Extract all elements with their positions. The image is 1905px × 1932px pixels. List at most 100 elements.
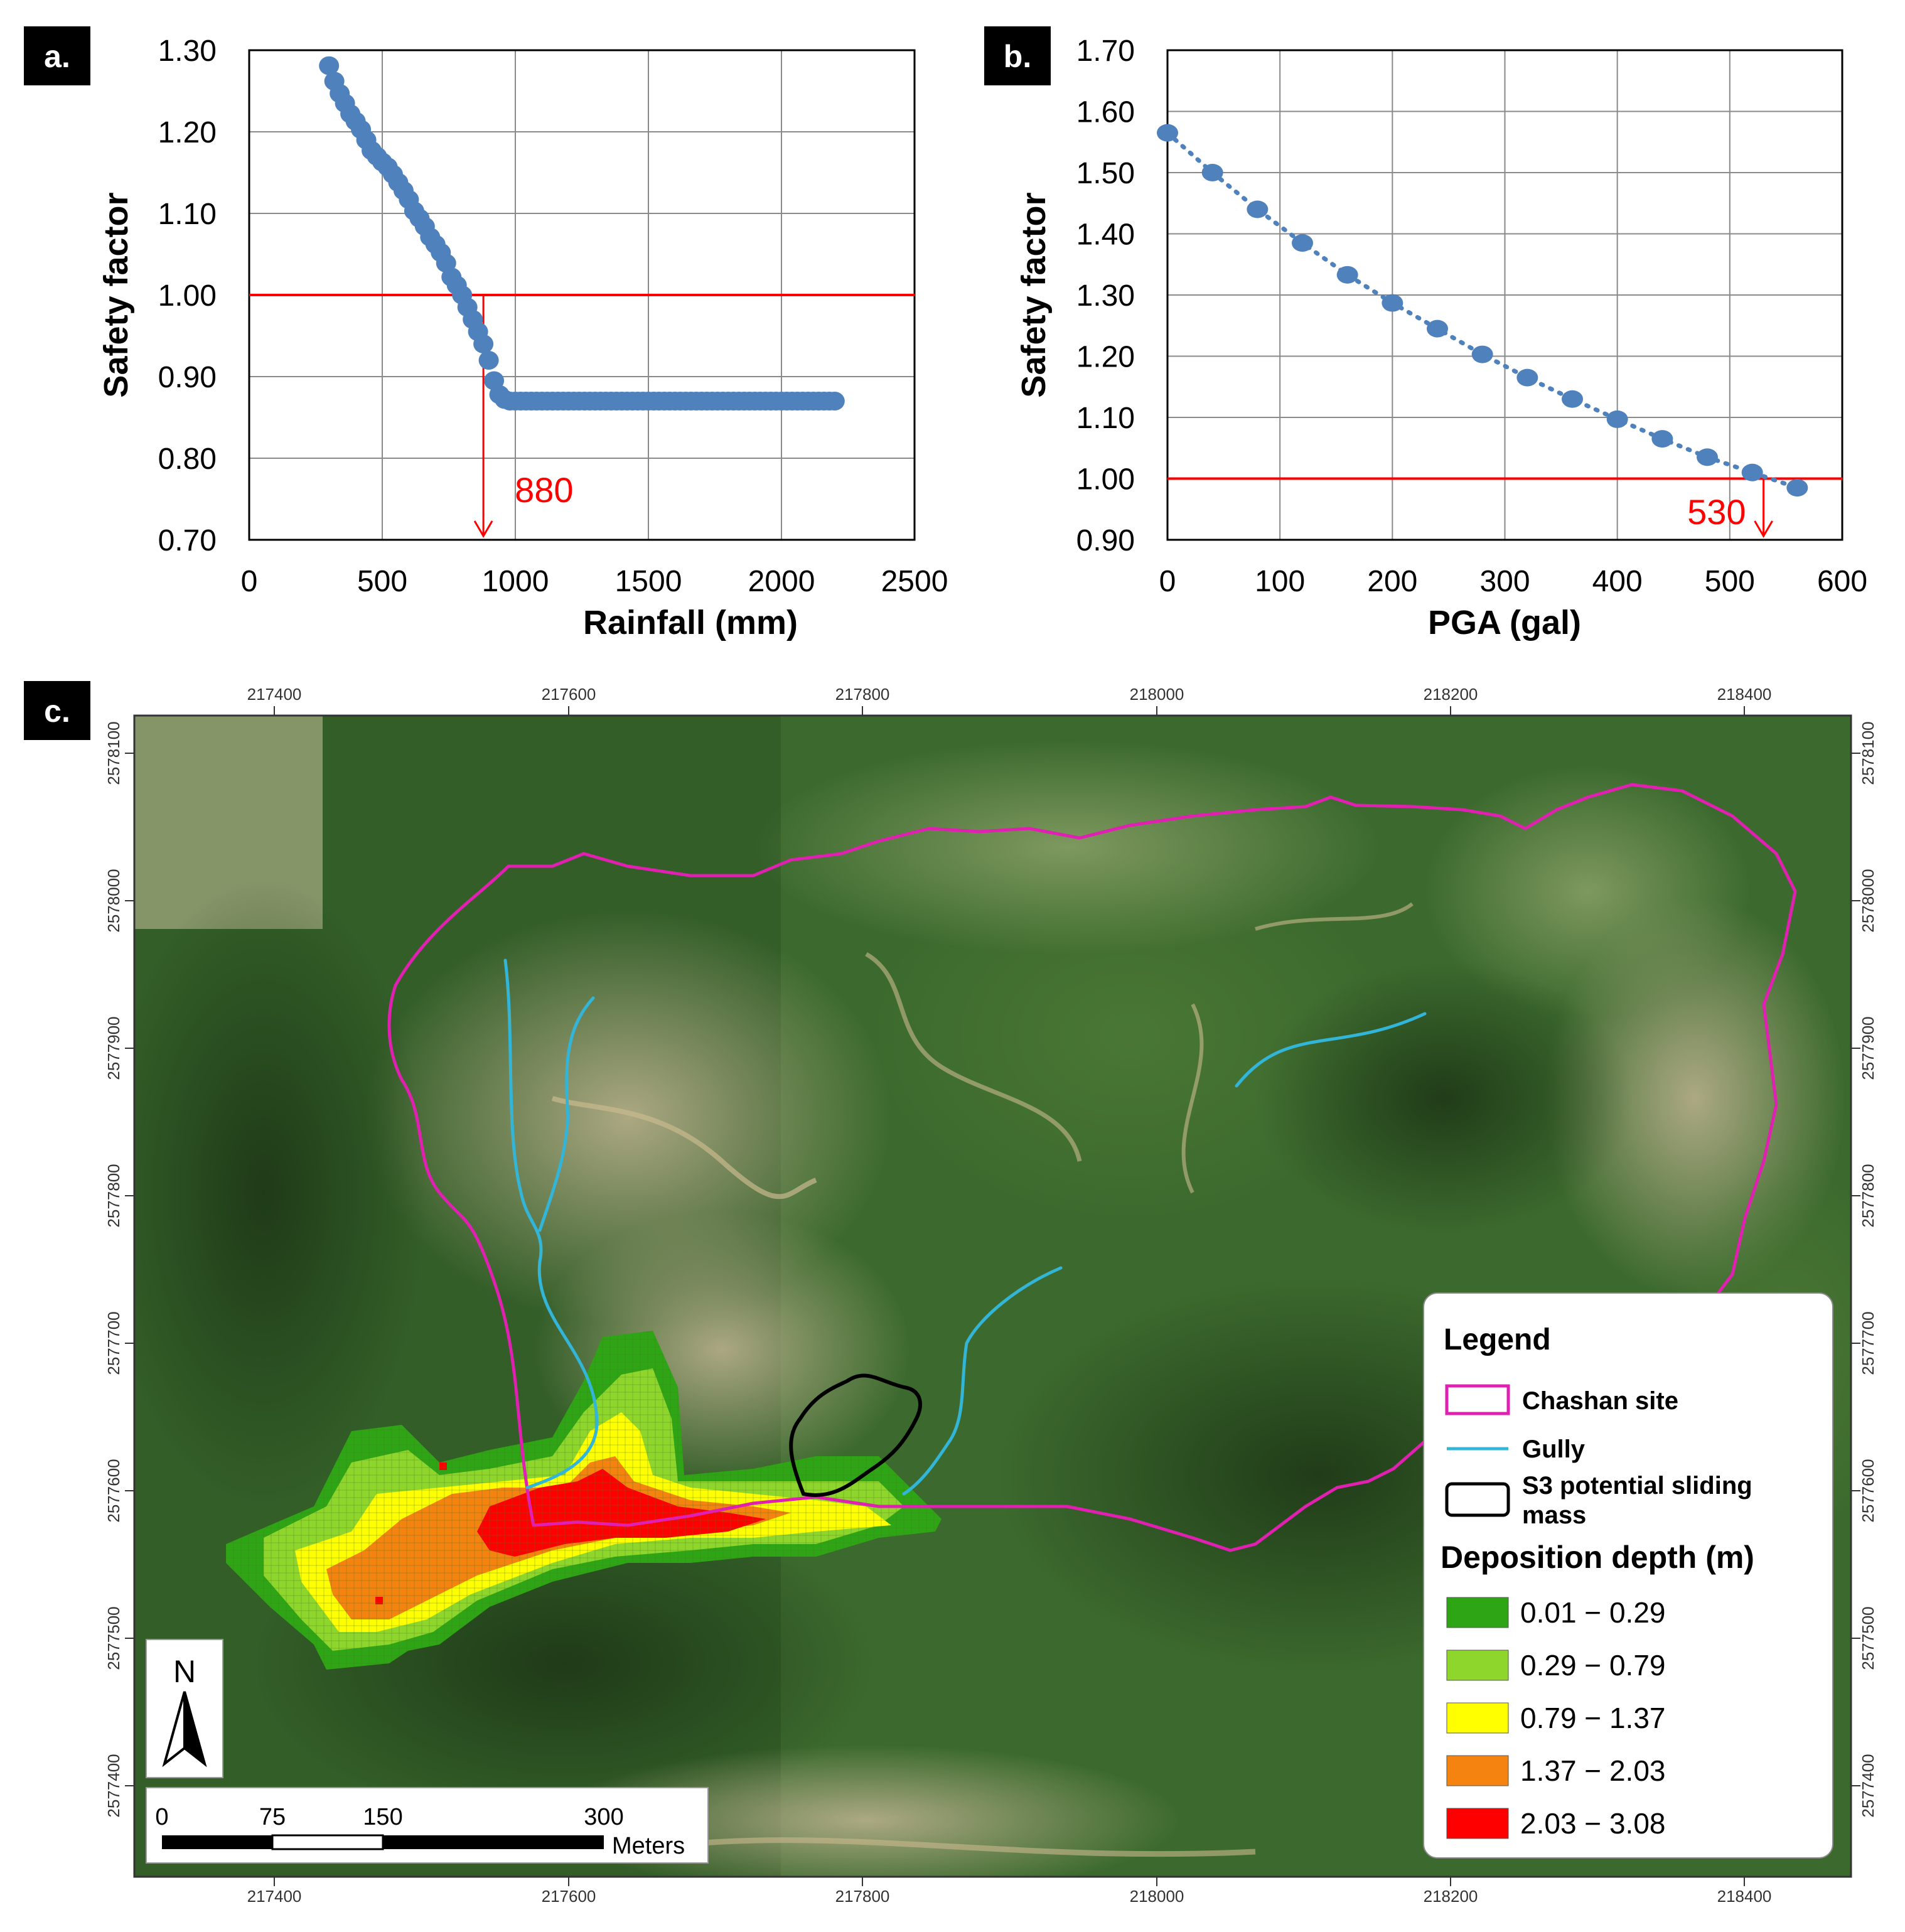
a-y-tick-label: 0.80 — [158, 443, 217, 476]
legend-depth-label: 0.29 − 0.79 — [1520, 1649, 1665, 1682]
panel-b-x-axis-label: PGA (gal) — [1428, 604, 1581, 641]
panel-b-label-box — [984, 26, 1051, 85]
b-data-point — [1427, 319, 1448, 338]
a-x-tick-label: 0 — [241, 565, 258, 598]
a-y-tick-label: 0.90 — [158, 361, 217, 394]
map-x-coordinate: 217600 — [542, 1887, 596, 1906]
legend-swatch-s3 — [1445, 1482, 1510, 1517]
panel-a-chart: a. 0.70 0.80 0.90 1.00 1.10 1.20 1.30 0 500 1000… — [24, 26, 948, 641]
scale-label: 150 — [363, 1804, 402, 1830]
b-data-point — [1382, 294, 1403, 312]
gully-line — [1235, 1012, 1427, 1088]
map-left-coordinates: 2578100 2578000 2577900 2577800 2577700 25776… — [104, 721, 134, 1818]
b-data-point — [1606, 410, 1628, 428]
legend-item-chashan: Chashan site — [1522, 1387, 1678, 1415]
a-y-tick-label: 1.00 — [158, 279, 217, 313]
legend-item-gully: Gully — [1522, 1436, 1586, 1463]
chashan-site-boundary — [387, 783, 1797, 1552]
b-y-tick-label: 1.50 — [1076, 157, 1135, 190]
b-x-tick-label: 600 — [1817, 565, 1867, 598]
panel-a-y-axis-label: Safety factor — [97, 192, 135, 397]
map-y-coordinate: 2577400 — [104, 1754, 123, 1817]
panel-b-label: b. — [1004, 39, 1031, 74]
gully-line — [538, 996, 595, 1232]
a-drop-arrow — [473, 520, 493, 538]
legend-depth-swatch — [1446, 1808, 1509, 1839]
gully-line — [503, 958, 599, 1489]
b-y-tick-label: 1.30 — [1076, 279, 1135, 313]
panel-b-x-tick-labels: 0 100 200 300 400 500 600 — [1159, 565, 1867, 598]
map-bottom-coordinates: 217400 217600 217800 218000 218200 218400 — [247, 1877, 1772, 1906]
panel-b-y-tick-labels: 0.90 1.00 1.10 1.20 1.30 1.40 1.50 1.60 1.70 — [1076, 35, 1135, 557]
panel-a-x-axis-label: Rainfall (mm) — [583, 604, 798, 641]
a-x-tick-label: 1500 — [615, 565, 682, 598]
scale-segment — [162, 1835, 272, 1849]
a-y-tick-label: 1.20 — [158, 116, 217, 149]
panel-a-threshold-group — [249, 294, 915, 538]
map-y-coordinate: 2577600 — [1859, 1459, 1877, 1522]
scale-segment — [271, 1834, 384, 1850]
b-data-point — [1741, 463, 1763, 481]
panel-a-label-box — [24, 26, 90, 85]
legend-depth-classes: 0.01 − 0.29 0.29 − 0.79 0.79 − 1.37 1.37 − … — [1446, 1596, 1665, 1840]
scale-bar: 0 75 150 300 Meters — [146, 1787, 709, 1864]
map-y-coordinate: 2577900 — [104, 1016, 123, 1080]
map-y-coordinate: 2578000 — [104, 869, 123, 932]
scale-label: 300 — [584, 1804, 623, 1830]
b-y-tick-label: 1.20 — [1076, 341, 1135, 374]
b-x-tick-label: 200 — [1367, 565, 1417, 598]
map-legend: Legend Chashan site Gully S3 potential s… — [1423, 1292, 1833, 1859]
legend-title: Legend — [1444, 1323, 1551, 1356]
panel-a-x-tick-labels: 0 500 1000 1500 2000 2500 — [241, 565, 948, 598]
panel-a-label: a. — [44, 39, 70, 74]
panel-b-chart: b. 0.901.001.101.201.301.401.501.601.70 … — [984, 26, 1867, 641]
b-data-point — [1157, 124, 1178, 142]
a-x-tick-label: 2000 — [748, 565, 815, 598]
legend-depth-swatch — [1446, 1597, 1509, 1628]
a-y-tick-label: 1.30 — [158, 35, 217, 68]
map-x-coordinate: 218000 — [1130, 685, 1184, 704]
b-y-tick-label: 1.00 — [1076, 463, 1135, 496]
map-x-coordinate: 218400 — [1717, 1887, 1772, 1906]
b-data-point — [1516, 368, 1538, 387]
deposition-class-5 — [477, 1469, 766, 1557]
b-data-point — [1336, 266, 1358, 284]
map-y-coordinate: 2578100 — [104, 721, 123, 785]
panel-c-label-box — [24, 681, 90, 740]
panel-a-annotation: 880 — [515, 470, 573, 510]
map-frame — [133, 714, 1852, 1878]
gully-line — [902, 1266, 1063, 1496]
map-y-coordinate: 2577700 — [1859, 1311, 1877, 1375]
b-y-tick-label: 1.70 — [1076, 35, 1135, 68]
map-x-coordinate: 217600 — [542, 685, 596, 704]
north-arrow-icon — [183, 1691, 207, 1768]
panel-b-plot-frame — [1166, 49, 1843, 541]
map-x-coordinate: 217800 — [835, 1887, 890, 1906]
b-x-tick-label: 100 — [1255, 565, 1305, 598]
scale-segment — [383, 1835, 604, 1849]
a-y-tick-label: 1.10 — [158, 198, 217, 231]
a-x-tick-label: 500 — [357, 565, 407, 598]
b-data-point — [1562, 390, 1583, 408]
panel-b-data-points — [1157, 124, 1808, 497]
legend-depth-swatch — [1446, 1650, 1509, 1681]
map-y-coordinate: 2578000 — [1859, 869, 1877, 932]
legend-box — [1423, 1292, 1833, 1859]
legend-depth-title: Deposition depth (m) — [1441, 1540, 1754, 1575]
map-y-coordinate: 2577400 — [1859, 1754, 1877, 1817]
a-data-point — [319, 56, 340, 75]
panel-c-map: c. — [24, 681, 1877, 1906]
deposition-cell — [439, 1462, 447, 1470]
map-top-coordinates: 217400 217600 217800 218000 218200 218400 — [247, 685, 1771, 716]
legend-depth-label: 0.01 − 0.29 — [1520, 1596, 1665, 1629]
map-y-coordinate: 2577500 — [1859, 1606, 1877, 1670]
map-x-coordinate: 217400 — [247, 685, 302, 704]
b-data-point — [1786, 479, 1808, 497]
b-x-tick-label: 500 — [1705, 565, 1755, 598]
panel-c-label: c. — [44, 694, 70, 729]
b-y-tick-label: 1.40 — [1076, 218, 1135, 252]
a-data-point — [473, 335, 494, 353]
map-y-coordinate: 2577800 — [104, 1164, 123, 1227]
b-x-tick-label: 400 — [1592, 565, 1643, 598]
b-data-point — [1292, 234, 1313, 252]
